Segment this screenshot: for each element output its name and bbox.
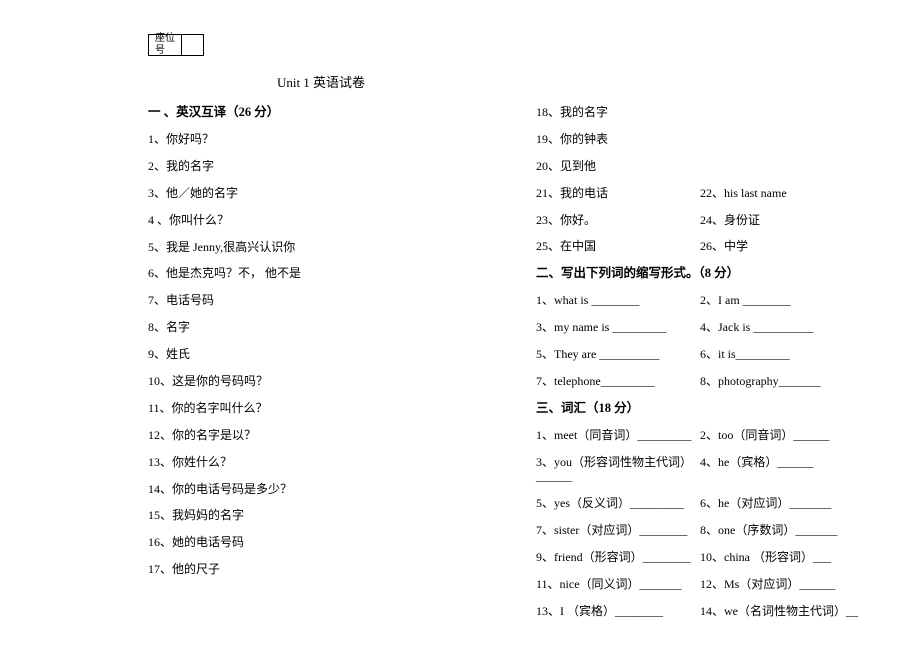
content-columns: 一 、英汉互译（26 分） 1、你好吗？ 2、我的名字 3、他／她的名字 4 、… (148, 105, 864, 631)
q-item: 17、他的尺子 (148, 562, 220, 576)
q-item: 16、她的电话号码 (148, 535, 244, 549)
q-item: 13、你姓什么？ (148, 455, 232, 469)
q-item: 21、我的电话 (536, 186, 700, 200)
q-item: 11、nice（同义词）_______ (536, 577, 700, 591)
q-item: 14、we（名词性物主代词）__ (700, 604, 864, 618)
q-item: 20、见到他 (536, 159, 596, 173)
q-item: 9、friend（形容词）________ (536, 550, 700, 564)
q-item: 7、telephone_________ (536, 374, 700, 388)
left-column: 一 、英汉互译（26 分） 1、你好吗？ 2、我的名字 3、他／她的名字 4 、… (148, 105, 476, 631)
q-item: 7、电话号码 (148, 293, 214, 307)
q-item: 19、你的钟表 (536, 132, 608, 146)
worksheet-page: 座位号 Unit 1 英语试卷 一 、英汉互译（26 分） 1、你好吗？ 2、我… (0, 0, 920, 651)
q-item: 3、他／她的名字 (148, 186, 238, 200)
q-item: 2、I am ________ (700, 293, 864, 307)
q-item: 5、我是 Jenny,很高兴认识你 (148, 240, 295, 254)
q-item: 1、what is ________ (536, 293, 700, 307)
q-item: 1、meet（同音词）_________ (536, 428, 700, 442)
q-item: 10、china （形容词）___ (700, 550, 864, 564)
q-item: 10、这是你的号码吗？ (148, 374, 268, 388)
q-item: 13、I （宾格）________ (536, 604, 700, 618)
q-item: 6、it is_________ (700, 347, 864, 361)
seat-number-box: 座位号 (148, 34, 204, 56)
q-item: 22、his last name (700, 186, 864, 200)
q-item: 12、Ms（对应词）______ (700, 577, 864, 591)
q-item: 9、姓氏 (148, 347, 190, 361)
q-item: 4 、你叫什么？ (148, 213, 229, 227)
q-item: 11、你的名字叫什么？ (148, 401, 268, 415)
q-item: 5、They are __________ (536, 347, 700, 361)
section2-heading: 二、写出下列词的缩写形式。（8 分） (536, 266, 864, 281)
q-item: 5、yes（反义词）_________ (536, 496, 700, 510)
q-item: 2、too（同音词）______ (700, 428, 864, 442)
q-item: 23、你好。 (536, 213, 700, 227)
q-item: 8、photography_______ (700, 374, 864, 388)
section1-heading: 一 、英汉互译（26 分） (148, 105, 476, 120)
q-item: 6、he（对应词）_______ (700, 496, 864, 510)
section3-heading: 三、词汇（18 分） (536, 401, 864, 416)
q-item: 15、我妈妈的名字 (148, 508, 244, 522)
q-item: 7、sister（对应词）________ (536, 523, 700, 537)
right-column: 18、我的名字 19、你的钟表 20、见到他 21、我的电话 22、his la… (536, 105, 864, 631)
q-item: 8、名字 (148, 320, 190, 334)
q-item: 4、he（宾格）______ (700, 455, 864, 484)
q-item: 3、my name is _________ (536, 320, 700, 334)
exam-title: Unit 1 英语试卷 (148, 72, 864, 91)
q-item: 26、中学 (700, 239, 864, 253)
seat-blank (182, 34, 204, 56)
q-item: 24、身份证 (700, 213, 864, 227)
q-item: 3、you（形容词性物主代词）______ (536, 455, 700, 484)
q-item: 2、我的名字 (148, 159, 214, 173)
q-item: 18、我的名字 (536, 105, 608, 119)
q-item: 6、他是杰克吗？不， 他不是 (148, 266, 301, 280)
q-item: 12、你的名字是以？ (148, 428, 256, 442)
q-item: 25、在中国 (536, 239, 700, 253)
q-item: 1、你好吗？ (148, 132, 214, 146)
seat-label: 座位号 (148, 34, 182, 56)
q-item: 8、one（序数词）_______ (700, 523, 864, 537)
q-item: 14、你的电话号码是多少？ (148, 482, 292, 496)
q-item: 4、Jack is __________ (700, 320, 864, 334)
